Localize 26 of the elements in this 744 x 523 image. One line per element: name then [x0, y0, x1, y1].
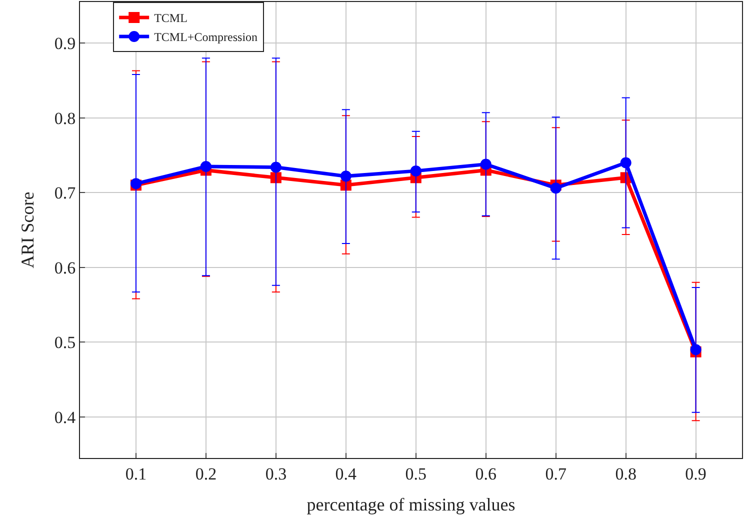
y-tick-label: 0.6 — [54, 258, 76, 278]
y-tick-label: 0.7 — [54, 184, 76, 203]
y-tick-label: 0.4 — [54, 408, 76, 427]
x-tick-label: 0.5 — [405, 464, 427, 484]
x-axis-title: percentage of missing values — [306, 494, 516, 514]
point — [200, 160, 212, 172]
x-tick-label: 0.7 — [545, 464, 567, 484]
x-tick-label: 0.9 — [685, 464, 706, 484]
x-tick-label: 0.6 — [475, 464, 497, 484]
x-tick-label: 0.8 — [615, 464, 636, 484]
y-tick-label: 0.5 — [54, 333, 76, 352]
y-tick-label: 0.8 — [54, 108, 76, 128]
y-tick-label: 0.9 — [54, 34, 76, 54]
point — [270, 162, 282, 173]
point — [410, 165, 422, 176]
x-tick-label: 0.2 — [195, 464, 217, 484]
point — [340, 170, 352, 182]
point — [620, 157, 632, 168]
x-tick-label: 0.3 — [265, 464, 287, 484]
x-tick-label: 0.1 — [125, 464, 147, 484]
legend-label: TCML — [154, 11, 188, 26]
x-tick-label: 0.4 — [335, 464, 358, 484]
y-axis-title: ARI Score — [18, 192, 38, 268]
legend-label: TCML+Compression — [154, 30, 258, 44]
point — [480, 158, 492, 170]
point — [550, 182, 562, 194]
